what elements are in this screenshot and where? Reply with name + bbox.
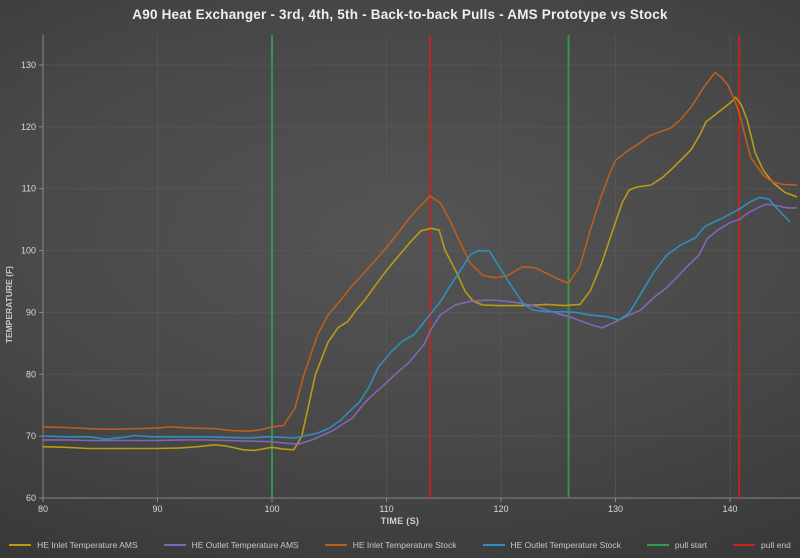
svg-text:120: 120 — [493, 504, 508, 514]
svg-text:100: 100 — [264, 504, 279, 514]
tick-labels: 80 90 100 110 120 130 140 60 70 80 90 100 110 120 130 — [21, 60, 738, 514]
series-line-he-outlet-temperature-stock — [42, 196, 791, 441]
legend-swatch — [324, 544, 347, 546]
legend-label: HE Outlet Temperature Stock — [510, 540, 621, 550]
legend-label: pull end — [761, 540, 791, 550]
legend-swatch — [163, 544, 186, 546]
legend-label: HE Inlet Temperature AMS — [37, 540, 138, 550]
legend-swatch — [646, 544, 669, 546]
chart-legend: HE Inlet Temperature AMS HE Outlet Temper… — [0, 540, 800, 550]
svg-text:110: 110 — [22, 184, 36, 194]
svg-text:80: 80 — [26, 369, 36, 379]
svg-text:90: 90 — [26, 307, 36, 317]
svg-text:140: 140 — [722, 504, 737, 514]
svg-text:120: 120 — [21, 122, 36, 132]
svg-text:130: 130 — [21, 60, 36, 70]
legend-item-he-inlet-temperature-stock: HE Inlet Temperature Stock — [324, 540, 457, 550]
legend-item-pull-end: pull end — [733, 540, 791, 550]
series-line-he-outlet-temperature-ams — [42, 203, 798, 446]
x-axis-label: TIME (S) — [380, 516, 420, 526]
axes — [39, 35, 800, 502]
legend-swatch — [482, 544, 505, 546]
legend-item-he-outlet-temperature-stock: HE Outlet Temperature Stock — [482, 540, 621, 550]
legend-swatch — [9, 544, 32, 546]
series-line-he-inlet-temperature-ams — [42, 96, 798, 452]
chart-title: A90 Heat Exchanger - 3rd, 4th, 5th - Bac… — [132, 7, 668, 22]
series-line-he-inlet-temperature-stock — [42, 71, 798, 433]
svg-text:100: 100 — [21, 246, 36, 256]
legend-swatch — [733, 544, 756, 546]
legend-item-he-outlet-temperature-ams: HE Outlet Temperature AMS — [163, 540, 299, 550]
svg-text:60: 60 — [26, 493, 36, 503]
svg-text:90: 90 — [152, 504, 162, 514]
svg-text:130: 130 — [608, 504, 623, 514]
legend-item-pull-start: pull start — [646, 540, 708, 550]
svg-text:70: 70 — [26, 431, 36, 441]
legend-label: pull start — [674, 540, 708, 550]
legend-label: HE Inlet Temperature Stock — [352, 540, 457, 550]
svg-text:80: 80 — [38, 504, 48, 514]
svg-text:110: 110 — [379, 504, 393, 514]
legend-label: HE Outlet Temperature AMS — [191, 540, 299, 550]
legend-item-he-inlet-temperature-ams: HE Inlet Temperature AMS — [9, 540, 138, 550]
chart-canvas: 80 90 100 110 120 130 140 60 70 80 90 100 110 120 130 — [21, 35, 800, 514]
